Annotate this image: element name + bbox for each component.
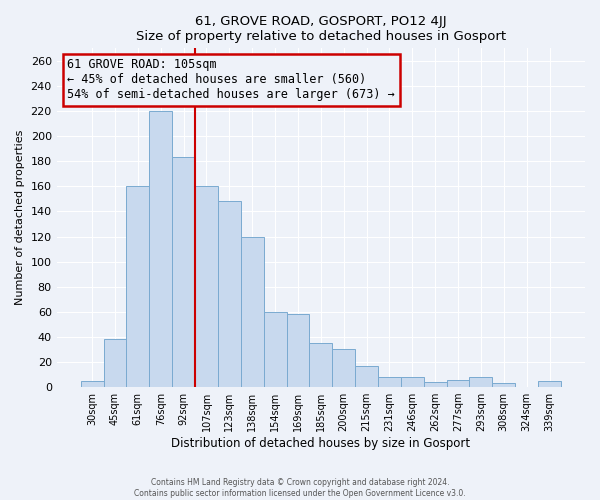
Bar [493,384,515,387]
Bar [241,236,263,387]
Bar [218,202,241,387]
Bar [378,377,401,387]
Bar [263,312,287,387]
Bar [195,186,218,387]
Text: Contains HM Land Registry data © Crown copyright and database right 2024.
Contai: Contains HM Land Registry data © Crown c… [134,478,466,498]
Bar [149,111,172,387]
Title: 61, GROVE ROAD, GOSPORT, PO12 4JJ
Size of property relative to detached houses i: 61, GROVE ROAD, GOSPORT, PO12 4JJ Size o… [136,15,506,43]
Bar [538,381,561,387]
X-axis label: Distribution of detached houses by size in Gosport: Distribution of detached houses by size … [171,437,470,450]
Bar [401,377,424,387]
Bar [287,314,310,387]
Bar [104,340,127,387]
Bar [469,377,493,387]
Bar [172,158,195,387]
Bar [424,382,446,387]
Bar [80,381,104,387]
Bar [127,186,149,387]
Text: 61 GROVE ROAD: 105sqm
← 45% of detached houses are smaller (560)
54% of semi-det: 61 GROVE ROAD: 105sqm ← 45% of detached … [67,58,395,102]
Y-axis label: Number of detached properties: Number of detached properties [15,130,25,306]
Bar [332,350,355,387]
Bar [446,380,469,387]
Bar [310,343,332,387]
Bar [355,366,378,387]
